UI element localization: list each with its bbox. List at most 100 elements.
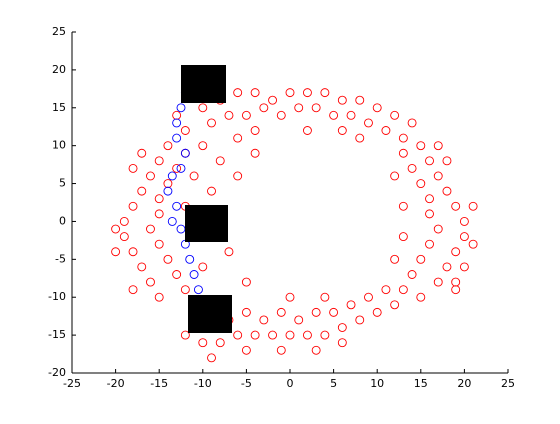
point bbox=[119, 216, 129, 226]
point bbox=[355, 315, 365, 325]
point bbox=[302, 330, 312, 340]
point bbox=[433, 277, 443, 287]
point bbox=[398, 285, 408, 295]
x-tick-label: -15 bbox=[150, 377, 168, 390]
point bbox=[425, 239, 434, 249]
point bbox=[285, 292, 295, 302]
point bbox=[111, 247, 121, 257]
y-tick-label: 25 bbox=[52, 25, 66, 38]
point bbox=[276, 307, 286, 317]
point bbox=[320, 292, 330, 302]
x-tick-label: -10 bbox=[194, 377, 212, 390]
point bbox=[442, 156, 452, 166]
point bbox=[355, 133, 365, 143]
point bbox=[137, 148, 147, 158]
x-tick-label: 25 bbox=[501, 377, 515, 390]
point bbox=[198, 338, 208, 348]
point bbox=[390, 254, 400, 264]
point bbox=[241, 307, 251, 317]
x-tick-label: 20 bbox=[457, 377, 471, 390]
point bbox=[163, 254, 173, 264]
point bbox=[311, 307, 321, 317]
point bbox=[241, 345, 251, 355]
point bbox=[268, 330, 278, 340]
point bbox=[337, 126, 347, 135]
point bbox=[111, 224, 121, 234]
point bbox=[468, 239, 478, 249]
point bbox=[302, 126, 312, 135]
point bbox=[398, 201, 408, 211]
point bbox=[346, 110, 356, 120]
point bbox=[416, 292, 426, 302]
point bbox=[180, 148, 190, 158]
y-tick-label: -5 bbox=[55, 252, 66, 265]
point bbox=[172, 133, 182, 143]
point bbox=[337, 338, 347, 348]
point bbox=[468, 201, 478, 211]
point bbox=[198, 262, 208, 272]
point bbox=[154, 239, 164, 249]
y-tick-label: -20 bbox=[48, 366, 66, 379]
point bbox=[364, 292, 373, 302]
point bbox=[311, 103, 321, 113]
y-tick-label: 5 bbox=[59, 177, 66, 190]
point bbox=[137, 186, 147, 196]
point bbox=[207, 186, 216, 196]
point bbox=[185, 254, 195, 264]
point bbox=[451, 201, 461, 211]
point bbox=[167, 216, 177, 226]
point bbox=[119, 232, 129, 242]
y-tick-label: -15 bbox=[48, 328, 66, 341]
image-patch bbox=[181, 65, 226, 103]
point bbox=[154, 194, 164, 204]
point bbox=[320, 330, 330, 340]
point bbox=[407, 163, 417, 173]
point bbox=[459, 262, 469, 272]
x-tick-label: -20 bbox=[107, 377, 125, 390]
point bbox=[176, 103, 186, 113]
point bbox=[346, 300, 356, 310]
x-tick-label: 0 bbox=[287, 377, 294, 390]
point bbox=[364, 118, 373, 128]
point bbox=[172, 270, 182, 279]
point bbox=[259, 103, 269, 113]
point bbox=[276, 110, 286, 120]
point bbox=[259, 315, 269, 325]
point bbox=[146, 277, 155, 287]
point bbox=[250, 330, 260, 340]
point bbox=[163, 186, 173, 196]
point bbox=[207, 118, 216, 128]
point bbox=[425, 156, 434, 166]
point bbox=[137, 262, 147, 272]
point bbox=[146, 171, 155, 181]
point bbox=[433, 224, 443, 234]
point bbox=[425, 194, 434, 204]
point bbox=[180, 285, 190, 295]
point bbox=[398, 232, 408, 242]
point bbox=[433, 141, 443, 151]
point bbox=[416, 141, 426, 151]
point bbox=[320, 88, 330, 98]
point bbox=[215, 338, 225, 348]
point bbox=[311, 345, 321, 355]
point bbox=[407, 118, 417, 128]
point bbox=[154, 292, 164, 302]
point bbox=[425, 209, 434, 219]
x-tick-label: -5 bbox=[241, 377, 252, 390]
point bbox=[285, 88, 295, 98]
point bbox=[294, 103, 304, 113]
point bbox=[193, 285, 203, 295]
point bbox=[198, 141, 208, 151]
point bbox=[337, 323, 347, 332]
point bbox=[224, 247, 234, 257]
point bbox=[433, 171, 443, 181]
point bbox=[285, 330, 295, 340]
point bbox=[198, 103, 208, 113]
y-tick-label: 10 bbox=[52, 139, 66, 152]
point bbox=[459, 216, 469, 226]
point bbox=[233, 133, 243, 143]
point bbox=[416, 254, 426, 264]
point bbox=[128, 201, 138, 211]
